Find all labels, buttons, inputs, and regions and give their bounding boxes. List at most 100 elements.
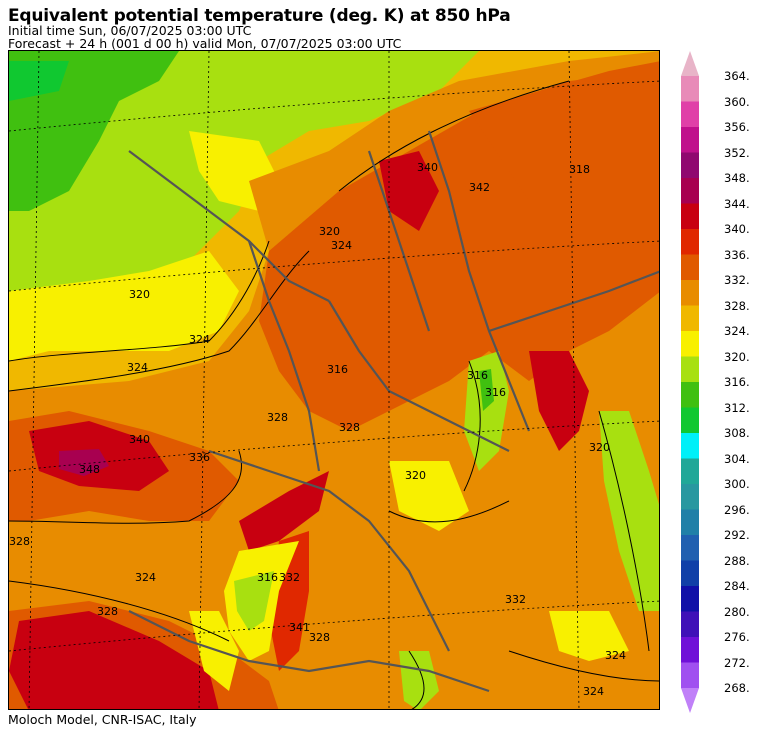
colorbar-label: 348.	[724, 171, 750, 185]
colorbar-swatch	[681, 407, 699, 434]
colorbar-swatch	[681, 203, 699, 230]
colorbar-bottom-arrow	[681, 688, 699, 713]
colorbar-swatch	[681, 331, 699, 357]
contour-label: 324	[605, 649, 626, 662]
colorbar-label: 340.	[724, 222, 750, 236]
colorbar-label: 336.	[724, 247, 750, 262]
colorbar-label: 304.	[724, 451, 750, 466]
colorbar-label: 308.	[724, 426, 750, 440]
region-332-ne	[469, 61, 659, 271]
colorbar-swatch	[681, 356, 699, 383]
colorbar-swatch	[681, 637, 699, 663]
contour-label: 340	[417, 161, 438, 174]
contour-label: 341	[289, 621, 310, 634]
region-316-south	[399, 651, 439, 709]
colorbar-swatch	[681, 509, 699, 536]
region-308	[9, 61, 69, 101]
contour-label: 318	[569, 163, 590, 176]
contour-label: 336	[189, 451, 210, 464]
colorbar-swatch	[681, 152, 699, 179]
colorbar-swatch	[681, 560, 699, 587]
colorbar-swatch	[681, 254, 699, 281]
contour-label: 320	[319, 225, 340, 238]
contour-label: 316	[327, 363, 348, 376]
colorbar-swatches	[681, 51, 699, 713]
chart-title: Equivalent potential temperature (deg. K…	[8, 6, 511, 26]
colorbar-label: 268.	[724, 681, 750, 695]
forecast-valid-label: Forecast + 24 h (001 d 00 h) valid Mon, …	[8, 36, 402, 51]
colorbar-swatch	[681, 662, 699, 689]
region-312-central	[479, 369, 494, 411]
region-320-patch-3	[549, 611, 629, 661]
forecast-map[interactable]: 320 324 324 324 328 328 328 328 316 316 …	[8, 50, 660, 710]
contour-labels: 320 324 324 324 328 328 328 328 316 316 …	[9, 161, 626, 698]
contour-label: 316	[485, 386, 506, 399]
colorbar-top-arrow	[681, 51, 699, 76]
colorbar-label: 320.	[724, 349, 750, 364]
colorbar-swatch	[681, 76, 699, 102]
contour-label: 348	[79, 463, 100, 476]
map-canvas: 320 324 324 324 328 328 328 328 316 316 …	[9, 51, 659, 709]
colorbar-swatch	[681, 101, 699, 128]
colorbar-label: 272.	[724, 655, 750, 670]
contour-label: 328	[97, 605, 118, 618]
contour-label: 324	[331, 239, 352, 252]
colorbar-label: 356.	[724, 120, 750, 134]
region-316-east	[599, 411, 659, 611]
initial-time-label: Initial time Sun, 06/07/2025 03:00 UTC	[8, 23, 252, 38]
colorbar-swatch	[681, 484, 699, 510]
colorbar-swatch	[681, 178, 699, 204]
colorbar-swatch	[681, 229, 699, 255]
colorbar-label: 288.	[724, 553, 750, 568]
colorbar-label: 360.	[724, 94, 750, 109]
colorbar-swatch	[681, 458, 699, 485]
colorbar-label: 364.	[724, 69, 750, 83]
contour-label: 316	[467, 369, 488, 382]
contour-lines	[9, 80, 659, 709]
colorbar-swatch	[681, 433, 699, 459]
colorbar-label: 324.	[724, 324, 750, 338]
region-320-patch-2	[389, 461, 469, 531]
contour-label: 324	[583, 685, 604, 698]
colorbar-label: 328.	[724, 298, 750, 313]
contour-label: 320	[405, 469, 426, 482]
contour-label: 332	[505, 593, 526, 606]
colorbar-swatch	[681, 535, 699, 561]
contour-label: 328	[309, 631, 330, 644]
latlon-grid	[9, 51, 659, 709]
core-340-south	[9, 611, 219, 709]
contour-label: 332	[279, 571, 300, 584]
country-borders	[128, 130, 659, 693]
colorbar-swatch	[681, 611, 699, 638]
contour-label: 320	[129, 288, 150, 301]
colorbar-label: 312.	[724, 400, 750, 415]
colorbar-label: 292.	[724, 528, 750, 542]
core-348-west	[59, 449, 109, 476]
colorbar-label: 316.	[724, 375, 750, 389]
contour-label: 328	[339, 421, 360, 434]
colorbar-swatch	[681, 127, 699, 153]
contour-label: 320	[589, 441, 610, 454]
region-316-sw	[234, 571, 274, 631]
region-320-west	[9, 251, 239, 361]
region-320-patch-1	[189, 611, 239, 691]
colorbar-swatch	[681, 382, 699, 408]
colorbar-label: 300.	[724, 477, 750, 491]
colorbar-swatch	[681, 280, 699, 306]
contour-label: 316	[257, 571, 278, 584]
model-credit: Moloch Model, CNR-ISAC, Italy	[8, 712, 197, 727]
colorbar-swatch	[681, 586, 699, 612]
colorbar-label: 280.	[724, 604, 750, 619]
colorbar-swatch	[681, 305, 699, 332]
contour-label: 328	[267, 411, 288, 424]
contour-label: 324	[127, 361, 148, 374]
colorbar-label: 352.	[724, 145, 750, 160]
colorbar-label: 344.	[724, 196, 750, 211]
contour-label: 324	[135, 571, 156, 584]
colorbar-label: 284.	[724, 579, 750, 593]
contour-label: 342	[469, 181, 490, 194]
core-340-central	[239, 471, 329, 551]
colorbar-label: 296.	[724, 502, 750, 517]
colorbar-label: 332.	[724, 273, 750, 287]
colorbar-label: 276.	[724, 630, 750, 644]
